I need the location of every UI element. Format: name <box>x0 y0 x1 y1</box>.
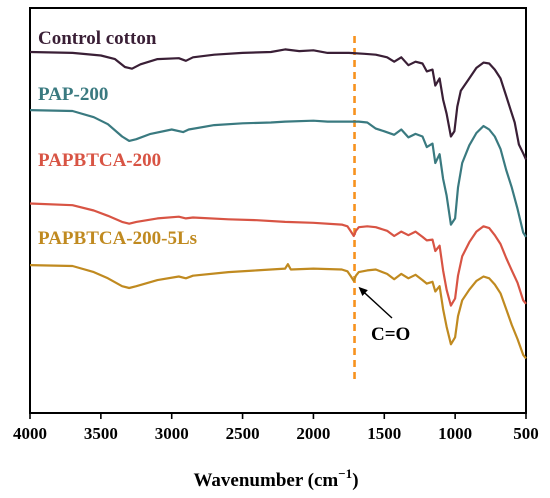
series-line-2 <box>29 202 527 307</box>
series-label-control-cotton: Control cotton <box>38 28 157 49</box>
series-label-pap-200: PAP-200 <box>38 84 108 105</box>
x-tick-label: 4000 <box>13 424 47 443</box>
x-tick-label: 500 <box>513 424 539 443</box>
x-axis-ticks: 4000 3500 3000 2500 2000 1500 1000 500 <box>13 413 539 443</box>
x-axis-label-superscript: −1 <box>338 466 352 481</box>
x-tick-label: 2500 <box>226 424 260 443</box>
x-tick-label: 1500 <box>367 424 401 443</box>
series-line-1 <box>29 109 527 238</box>
series-line-3 <box>29 263 527 360</box>
x-tick-label: 3000 <box>155 424 189 443</box>
series-line-0 <box>29 48 527 160</box>
x-axis-label-main: Wavenumber (cm <box>193 470 338 491</box>
plot-frame <box>29 7 527 414</box>
x-tick-label: 3500 <box>84 424 118 443</box>
series-label-papbtca-200-5ls: PAPBTCA-200-5Ls <box>38 228 197 249</box>
annotation-layer: C=O <box>358 286 410 345</box>
series-labels: Control cotton PAP-200 PAPBTCA-200 PAPBT… <box>38 28 197 249</box>
x-tick-label: 2000 <box>296 424 330 443</box>
annotation-c-o-label: C=O <box>371 324 410 345</box>
annotation-arrow-head <box>358 286 368 296</box>
x-tick-label: 1000 <box>438 424 472 443</box>
x-axis-label-close: ) <box>352 470 358 491</box>
x-axis-label: Wavenumber (cm−1) <box>193 466 358 491</box>
plot-border <box>29 7 527 414</box>
series-layer <box>29 48 527 360</box>
series-label-papbtca-200: PAPBTCA-200 <box>38 150 161 171</box>
annotation-arrow-line <box>362 290 393 319</box>
